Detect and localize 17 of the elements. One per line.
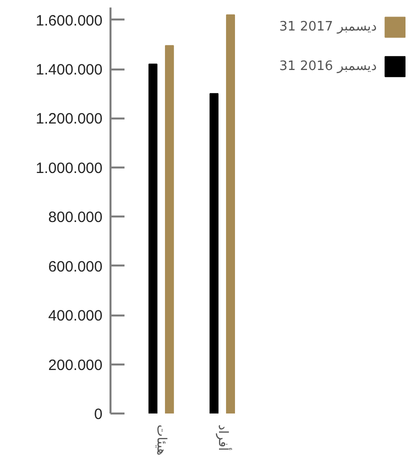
y-tick-label: 1.000.000 bbox=[36, 160, 103, 177]
y-tick-label: 1.200.000 bbox=[36, 110, 103, 128]
bar bbox=[210, 93, 218, 414]
y-tick-label: 800.000 bbox=[48, 209, 103, 226]
x-tick-label: هيئات bbox=[154, 424, 169, 456]
y-tick-label: 1.600.000 bbox=[36, 12, 103, 30]
bar bbox=[148, 64, 158, 414]
bar bbox=[226, 14, 235, 414]
bar bbox=[164, 45, 174, 414]
y-tick-label: 600.000 bbox=[48, 258, 103, 276]
y-tick-label: 0 bbox=[94, 406, 102, 423]
x-tick-label: أفراد bbox=[214, 424, 232, 451]
y-tick-label: 400.000 bbox=[48, 308, 103, 325]
y-tick-label: 1.400.000 bbox=[36, 62, 103, 79]
legend-label: 31 ديسمبر 2016 bbox=[279, 59, 378, 74]
legend-label: 31 ديسمبر 2017 bbox=[279, 20, 378, 35]
y-tick-label: 200.000 bbox=[48, 356, 103, 374]
